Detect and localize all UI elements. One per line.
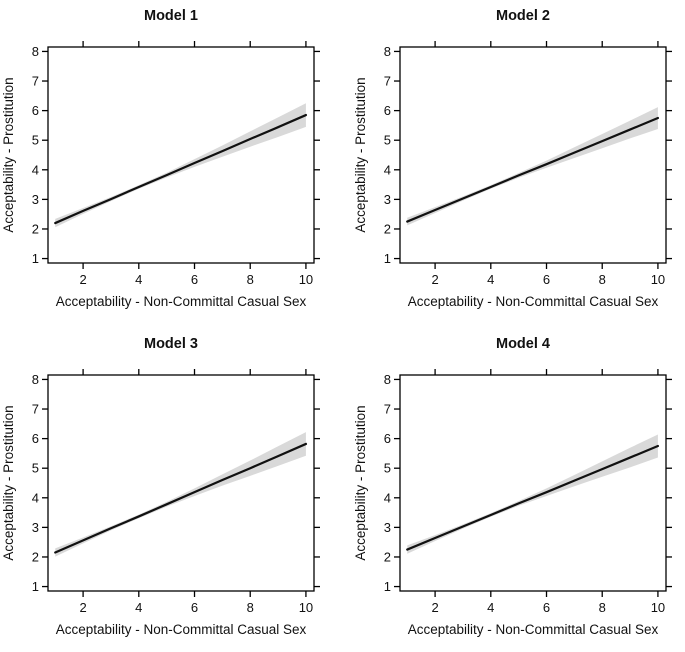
x-tick-label: 10 <box>299 272 313 287</box>
y-tick-label: 8 <box>32 372 39 387</box>
model-1-plot: Model 1 Acceptability - Non-Committal Ca… <box>1 8 320 309</box>
y-tick-label: 8 <box>32 44 39 59</box>
y-tick-label: 3 <box>32 520 39 535</box>
plot-frame <box>47 374 315 592</box>
y-tick-label: 1 <box>32 579 39 594</box>
x-tick-label: 10 <box>299 600 313 615</box>
plot-title: Model 3 <box>144 336 198 352</box>
plot-title: Model 2 <box>496 8 550 24</box>
y-tick-label: 3 <box>32 192 39 207</box>
x-axis-title: Acceptability - Non-Committal Casual Sex <box>408 294 659 309</box>
y-axis-title: Acceptability - Prostitution <box>1 405 16 560</box>
fit-line <box>54 113 308 225</box>
y-tick-label: 1 <box>384 579 391 594</box>
panel-model-2: Model 2 Acceptability - Non-Committal Ca… <box>342 0 685 324</box>
x-tick-label: 6 <box>543 272 550 287</box>
y-tick-label: 7 <box>384 74 391 89</box>
x-tick-label: 4 <box>487 600 494 615</box>
x-tick-label: 4 <box>487 272 494 287</box>
y-axis-title: Acceptability - Prostitution <box>353 77 368 232</box>
panel-model-3: Model 3 Acceptability - Non-Committal Ca… <box>0 324 342 648</box>
x-tick-label: 10 <box>651 600 665 615</box>
x-tick-label: 6 <box>191 272 198 287</box>
x-tick-label: 8 <box>247 600 254 615</box>
plot-frame <box>47 46 315 264</box>
x-axis-title: Acceptability - Non-Committal Casual Sex <box>56 294 307 309</box>
y-tick-label: 5 <box>384 461 391 476</box>
x-axis-title: Acceptability - Non-Committal Casual Sex <box>56 622 307 637</box>
y-tick-label: 4 <box>384 162 391 177</box>
y-tick-label: 8 <box>384 44 391 59</box>
x-tick-label: 4 <box>135 600 142 615</box>
x-axis-title: Acceptability - Non-Committal Casual Sex <box>408 622 659 637</box>
fit-line <box>406 116 660 223</box>
panel-model-4: Model 4 Acceptability - Non-Committal Ca… <box>342 324 685 648</box>
plot-frame <box>399 46 667 264</box>
model-3-plot: Model 3 Acceptability - Non-Committal Ca… <box>1 336 320 637</box>
confidence-band <box>55 432 306 557</box>
y-tick-label: 2 <box>32 221 39 236</box>
x-tick-label: 8 <box>247 272 254 287</box>
y-tick-label: 6 <box>32 103 39 118</box>
panel-model-1: Model 1 Acceptability - Non-Committal Ca… <box>0 0 342 324</box>
x-tick-label: 6 <box>543 600 550 615</box>
x-tick-label: 8 <box>599 272 606 287</box>
x-tick-label: 2 <box>431 272 438 287</box>
x-tick-label: 10 <box>651 272 665 287</box>
y-tick-label: 5 <box>32 133 39 148</box>
y-tick-label: 8 <box>384 372 391 387</box>
x-tick-label: 2 <box>79 272 86 287</box>
x-tick-label: 6 <box>191 600 198 615</box>
y-tick-label: 6 <box>384 103 391 118</box>
y-tick-label: 6 <box>384 431 391 446</box>
confidence-band <box>407 107 658 226</box>
confidence-band <box>407 434 658 554</box>
y-tick-label: 5 <box>384 133 391 148</box>
y-tick-label: 6 <box>32 431 39 446</box>
y-tick-label: 3 <box>384 520 391 535</box>
y-tick-label: 4 <box>32 490 39 505</box>
x-tick-label: 2 <box>431 600 438 615</box>
y-tick-label: 4 <box>32 162 39 177</box>
fit-line <box>406 444 660 551</box>
x-tick-label: 4 <box>135 272 142 287</box>
plot-frame <box>399 374 667 592</box>
y-tick-label: 7 <box>384 402 391 417</box>
y-tick-label: 7 <box>32 402 39 417</box>
y-tick-label: 5 <box>32 461 39 476</box>
model-4-plot: Model 4 Acceptability - Non-Committal Ca… <box>353 336 672 637</box>
y-tick-label: 2 <box>32 549 39 564</box>
y-tick-label: 1 <box>32 251 39 266</box>
x-tick-label: 8 <box>599 600 606 615</box>
model-2-plot: Model 2 Acceptability - Non-Committal Ca… <box>353 8 672 309</box>
plot-title: Model 4 <box>496 336 550 352</box>
y-tick-label: 1 <box>384 251 391 266</box>
y-tick-label: 3 <box>384 192 391 207</box>
y-tick-label: 7 <box>32 74 39 89</box>
y-axis-title: Acceptability - Prostitution <box>353 405 368 560</box>
confidence-band <box>55 103 306 228</box>
y-tick-label: 2 <box>384 221 391 236</box>
y-tick-label: 4 <box>384 490 391 505</box>
y-tick-label: 2 <box>384 549 391 564</box>
x-tick-label: 2 <box>79 600 86 615</box>
y-axis-title: Acceptability - Prostitution <box>1 77 16 232</box>
fit-line <box>54 442 308 554</box>
plot-title: Model 1 <box>144 8 198 24</box>
